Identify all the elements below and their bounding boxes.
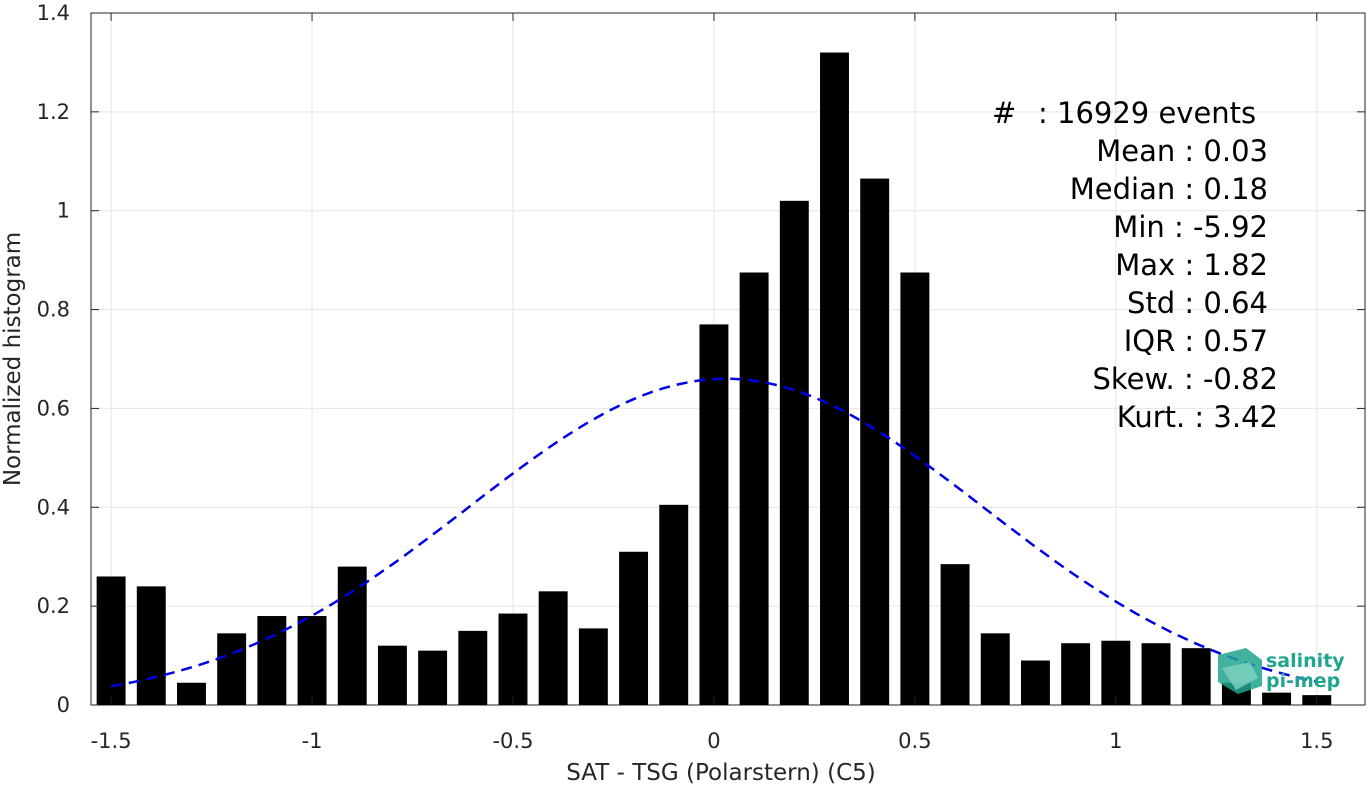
y-tick-label: 1.2: [37, 100, 70, 124]
histogram-bar: [1061, 643, 1091, 705]
histogram-bar: [619, 551, 649, 705]
histogram-bar: [1181, 648, 1211, 705]
histogram-bar: [820, 52, 849, 706]
x-tick-label: 0: [707, 729, 720, 753]
gaussian-fit-curve: [110, 377, 1318, 688]
histogram-bar: [1101, 640, 1131, 705]
histogram-bar: [860, 178, 890, 706]
histogram-bar: [578, 628, 608, 705]
stat-line: # : 16929 events: [992, 96, 1256, 130]
logo-line2: pi-mep: [1266, 670, 1340, 692]
grid-lines: [91, 12, 1365, 706]
y-tick-label: 1.4: [37, 1, 70, 25]
x-tick-labels: -1.5 -1 -0.5 0 0.5 1 1.5: [91, 729, 1334, 753]
salinity-pi-mep-logo: salinity pi-mep: [1218, 648, 1345, 694]
histogram-bar: [1141, 643, 1171, 705]
histogram-bar: [659, 504, 689, 705]
stat-line: Kurt. : 3.42: [1117, 400, 1278, 434]
x-tick-label: 1: [1109, 729, 1122, 753]
y-axis-label: Normalized histogram: [0, 232, 26, 486]
x-tick-label: -1.5: [91, 729, 132, 753]
stat-text-line: Mean : 0.03: [1096, 134, 1268, 168]
stat-label: #: [992, 96, 1016, 130]
logo-mark-icon: [1218, 648, 1262, 694]
stat-text-line: IQR : 0.57: [1124, 324, 1268, 358]
y-tick-label: 0.4: [37, 495, 70, 519]
histogram-bar: [900, 272, 930, 705]
stat-text-line: Median : 0.18: [1070, 172, 1268, 206]
histogram-bar: [940, 564, 970, 705]
x-tick-label: -0.5: [492, 729, 533, 753]
histogram-bar: [136, 586, 166, 705]
histogram-bars: [96, 52, 1332, 706]
x-tick-label: -1: [302, 729, 323, 753]
y-tick-labels: 0 0.2 0.4 0.6 0.8 1 1.2 1.4: [37, 1, 70, 717]
stat-text-line: Kurt. : 3.42: [1117, 400, 1278, 434]
histogram-bar: [538, 591, 568, 705]
histogram-bar: [458, 630, 488, 705]
histogram-bar: [297, 616, 327, 705]
histogram-bar: [498, 613, 528, 705]
stat-line: Mean : 0.03: [1096, 134, 1268, 168]
stat-text-line: Skew. : -0.82: [1092, 362, 1278, 396]
x-tick-label: 0.5: [898, 729, 931, 753]
histogram-bar: [257, 616, 287, 705]
histogram-bar: [418, 650, 448, 705]
histogram-bar: [1020, 660, 1050, 705]
statistics-annotation: # : 16929 events Mean : 0.03 Median : 0.18 M…: [992, 96, 1278, 434]
logo-line1: salinity: [1266, 650, 1345, 672]
x-tick-label: 1.5: [1300, 729, 1333, 753]
y-tick-label: 0.6: [37, 396, 70, 420]
histogram-bar: [779, 200, 809, 706]
stat-line: Std : 0.64: [1127, 286, 1268, 320]
histogram-bar: [1262, 692, 1292, 705]
y-tick-label: 0.8: [37, 298, 70, 322]
y-tick-label: 0.2: [37, 594, 70, 618]
stat-text-line: Max : 1.82: [1115, 248, 1268, 282]
stat-text-line: Std : 0.64: [1127, 286, 1268, 320]
stat-line: Min : -5.92: [1113, 210, 1268, 244]
stat-text-line: Min : -5.92: [1113, 210, 1268, 244]
axis-ticks: [91, 12, 1365, 706]
stat-line: IQR : 0.57: [1124, 324, 1268, 358]
y-tick-label: 1: [57, 199, 70, 223]
stat-value: : 16929 events: [1038, 96, 1256, 130]
histogram-bar: [217, 633, 247, 705]
stat-line: Median : 0.18: [1070, 172, 1268, 206]
x-axis-label: SAT - TSG (Polarstern) (C5): [566, 760, 875, 785]
histogram-bar: [337, 566, 367, 705]
y-tick-label: 0: [57, 693, 70, 717]
histogram-bar: [177, 682, 206, 705]
histogram-bar: [739, 272, 769, 705]
stat-line: Max : 1.82: [1115, 248, 1268, 282]
stat-line: Skew. : -0.82: [1092, 362, 1278, 396]
histogram-bar: [377, 645, 407, 705]
histogram-bar: [699, 324, 729, 705]
histogram-bar: [980, 633, 1010, 705]
